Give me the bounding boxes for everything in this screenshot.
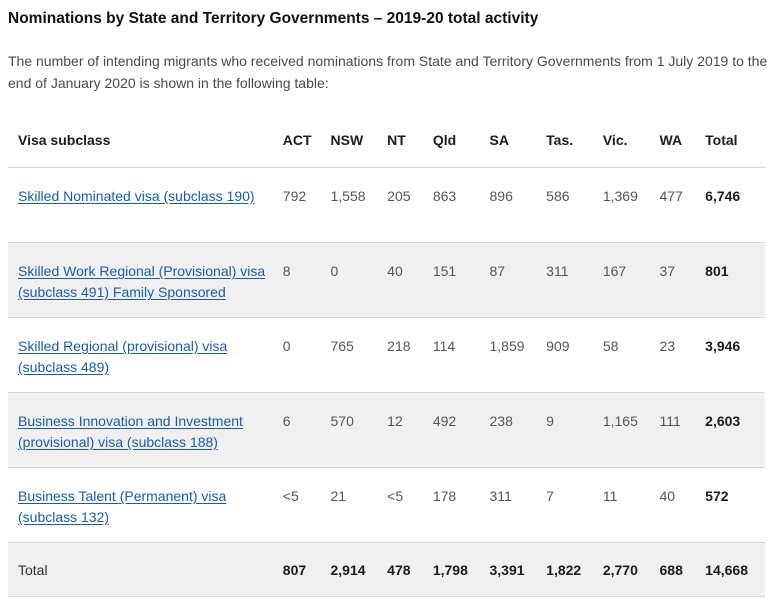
nominations-table: Visa subclass ACT NSW NT Qld SA Tas. Vic… <box>8 112 765 597</box>
total-cell-nt: 478 <box>387 542 433 597</box>
value-cell-nsw: 0 <box>330 242 388 318</box>
value-cell-sa: 87 <box>489 242 547 318</box>
value-cell-nsw: 570 <box>330 392 388 468</box>
value-cell-sa: 896 <box>489 167 547 243</box>
value-cell-wa: 23 <box>659 317 706 393</box>
column-header-sa: SA <box>489 112 547 168</box>
value-cell-vic: 1,165 <box>602 392 660 468</box>
column-header-qld: Qld <box>432 112 490 168</box>
table-row: Skilled Work Regional (Provisional) visa… <box>8 242 765 318</box>
total-cell-vic: 2,770 <box>602 542 660 597</box>
column-header-nsw: NSW <box>330 112 388 168</box>
value-cell-total: 3,946 <box>705 317 765 393</box>
column-header-visa-subclass: Visa subclass <box>8 112 283 168</box>
total-cell-sa: 3,391 <box>489 542 547 597</box>
value-cell-nsw: 765 <box>330 317 388 393</box>
value-cell-tas: 9 <box>546 392 603 468</box>
value-cell-total: 2,603 <box>705 392 765 468</box>
value-cell-tas: 311 <box>546 242 603 318</box>
total-cell-qld: 1,798 <box>432 542 490 597</box>
value-cell-act: 6 <box>282 392 331 468</box>
value-cell-wa: 477 <box>659 167 706 243</box>
value-cell-tas: 7 <box>546 467 603 543</box>
table-row: Skilled Regional (provisional) visa (sub… <box>8 317 765 393</box>
value-cell-act: <5 <box>282 467 331 543</box>
value-cell-total: 801 <box>705 242 765 318</box>
total-cell-wa: 688 <box>659 542 706 597</box>
visa-link[interactable]: Business Talent (Permanent) visa (subcla… <box>18 488 227 525</box>
value-cell-vic: 11 <box>602 467 660 543</box>
value-cell-tas: 586 <box>546 167 603 243</box>
intro-paragraph: The number of intending migrants who rec… <box>8 53 768 91</box>
value-cell-wa: 40 <box>659 467 706 543</box>
value-cell-qld: 178 <box>432 467 490 543</box>
value-cell-nt: 218 <box>387 317 433 393</box>
visa-link[interactable]: Business Innovation and Investment (prov… <box>18 413 243 450</box>
column-header-wa: WA <box>659 112 706 168</box>
value-cell-sa: 238 <box>489 392 547 468</box>
value-cell-total: 572 <box>705 467 765 543</box>
value-cell-total: 6,746 <box>705 167 765 243</box>
value-cell-vic: 1,369 <box>602 167 660 243</box>
total-cell-grand-total: 14,668 <box>705 542 765 597</box>
value-cell-act: 0 <box>282 317 331 393</box>
visa-link[interactable]: Skilled Work Regional (Provisional) visa… <box>18 263 266 300</box>
value-cell-nt: 205 <box>387 167 433 243</box>
value-cell-vic: 167 <box>602 242 660 318</box>
value-cell-nt: 12 <box>387 392 433 468</box>
value-cell-tas: 909 <box>546 317 603 393</box>
column-header-tas: Tas. <box>546 112 603 168</box>
visa-cell: Skilled Work Regional (Provisional) visa… <box>8 242 283 318</box>
visa-link[interactable]: Skilled Regional (provisional) visa (sub… <box>18 338 228 375</box>
value-cell-nt: 40 <box>387 242 433 318</box>
visa-cell: Business Innovation and Investment (prov… <box>8 392 283 468</box>
value-cell-nt: <5 <box>387 467 433 543</box>
visa-cell: Business Talent (Permanent) visa (subcla… <box>8 467 283 543</box>
value-cell-qld: 492 <box>432 392 490 468</box>
value-cell-vic: 58 <box>602 317 660 393</box>
value-cell-wa: 111 <box>659 392 706 468</box>
total-cell-nsw: 2,914 <box>330 542 388 597</box>
value-cell-qld: 863 <box>432 167 490 243</box>
table-row: Skilled Nominated visa (subclass 190) 79… <box>8 167 765 243</box>
value-cell-qld: 151 <box>432 242 490 318</box>
totals-label: Total <box>8 542 283 597</box>
visa-cell: Skilled Regional (provisional) visa (sub… <box>8 317 283 393</box>
column-header-nt: NT <box>387 112 433 168</box>
table-row: Business Innovation and Investment (prov… <box>8 392 765 468</box>
column-header-vic: Vic. <box>602 112 660 168</box>
page-title: Nominations by State and Territory Gover… <box>8 10 539 27</box>
value-cell-wa: 37 <box>659 242 706 318</box>
visa-link[interactable]: Skilled Nominated visa (subclass 190) <box>18 188 255 204</box>
total-cell-tas: 1,822 <box>546 542 603 597</box>
value-cell-act: 792 <box>282 167 331 243</box>
column-header-total: Total <box>705 112 765 168</box>
value-cell-sa: 1,859 <box>489 317 547 393</box>
value-cell-nsw: 21 <box>330 467 388 543</box>
visa-cell: Skilled Nominated visa (subclass 190) <box>8 167 283 243</box>
table-row: Business Talent (Permanent) visa (subcla… <box>8 467 765 543</box>
value-cell-sa: 311 <box>489 467 547 543</box>
totals-row: Total 807 2,914 478 1,798 3,391 1,822 2,… <box>8 542 765 597</box>
value-cell-qld: 114 <box>432 317 490 393</box>
table-header-row: Visa subclass ACT NSW NT Qld SA Tas. Vic… <box>8 112 765 168</box>
value-cell-nsw: 1,558 <box>330 167 388 243</box>
value-cell-act: 8 <box>282 242 331 318</box>
column-header-act: ACT <box>282 112 331 168</box>
total-cell-act: 807 <box>282 542 331 597</box>
